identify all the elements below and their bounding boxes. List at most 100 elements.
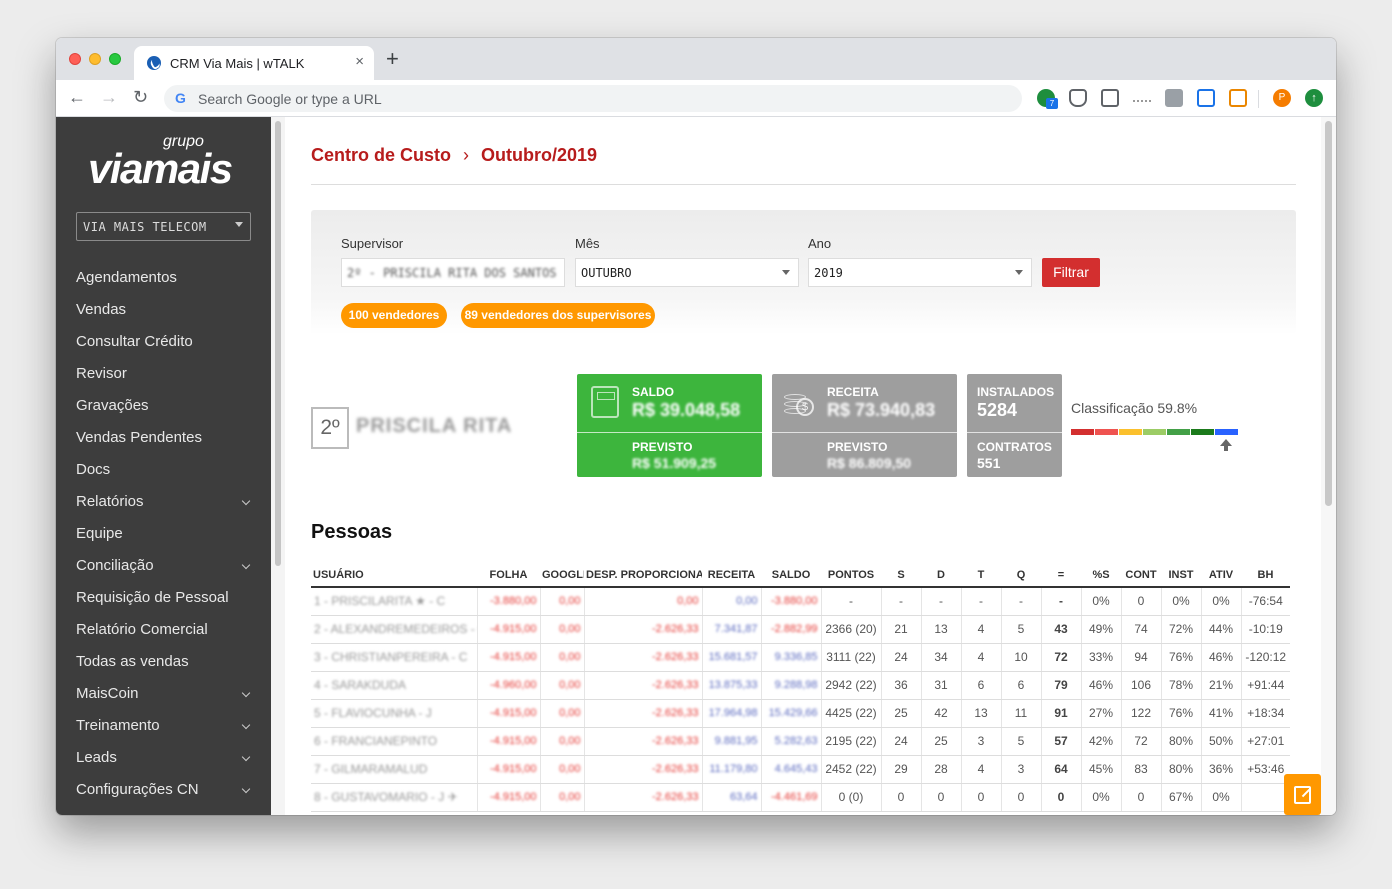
table-row[interactable]: 4 - SARAKDUDA -4.960,00 0,00 -2.626,33 13.87… xyxy=(311,671,1290,700)
sidebar-item-14[interactable]: Treinamento xyxy=(56,710,271,742)
sidebar-item-1[interactable]: Vendas xyxy=(56,294,271,326)
reload-icon[interactable]: ↻ xyxy=(133,87,149,107)
update-arrow-icon[interactable]: ↑ xyxy=(1305,89,1323,107)
sidebar-item-5[interactable]: Vendas Pendentes xyxy=(56,422,271,454)
sidebar-item-label: Treinamento xyxy=(76,717,160,734)
column-header[interactable]: %S xyxy=(1081,563,1121,588)
supervisor-name: PRISCILA RITA xyxy=(356,415,513,437)
cell-ps: 46% xyxy=(1081,671,1122,700)
column-header[interactable]: T xyxy=(961,563,1001,588)
window-close-button[interactable] xyxy=(69,53,81,65)
sidebar-item-6[interactable]: Docs xyxy=(56,454,271,486)
user-name[interactable]: 6 - FRANCIANEPINTO xyxy=(314,734,438,748)
cell-pontos: 2452 (22) xyxy=(821,755,882,784)
sidebar-item-13[interactable]: MaisCoin xyxy=(56,678,271,710)
screenshot-icon[interactable] xyxy=(1101,89,1119,107)
sidebar-item-4[interactable]: Gravações xyxy=(56,390,271,422)
user-name[interactable]: 1 - PRISCILARITA ★ - C xyxy=(314,594,446,609)
extension-badge: 7 xyxy=(1046,98,1058,109)
extension-blue-icon[interactable] xyxy=(1197,89,1215,107)
sidebar-item-3[interactable]: Revisor xyxy=(56,358,271,390)
sidebar-item-2[interactable]: Consultar Crédito xyxy=(56,326,271,358)
table-row[interactable]: 8 - GUSTAVOMARIO - J ✈ -4.915,00 0,00 -2.62… xyxy=(311,783,1290,812)
cell-ativ: 0% xyxy=(1201,587,1242,616)
sidebar-item-0[interactable]: Agendamentos xyxy=(56,262,271,294)
user-name[interactable]: 4 - SARAKDUDA xyxy=(314,678,407,692)
receita-previsto-label: PREVISTO xyxy=(827,440,888,454)
filter-button[interactable]: Filtrar xyxy=(1042,258,1100,287)
cell-d: 31 xyxy=(921,671,962,700)
sidebar-item-12[interactable]: Todas as vendas xyxy=(56,646,271,678)
table-row[interactable]: 1 - PRISCILARITA ★ - C -3.880,00 0,00 0,00 0… xyxy=(311,587,1290,616)
tag-extension-icon[interactable] xyxy=(1133,94,1151,102)
column-header[interactable]: ATIV xyxy=(1201,563,1241,588)
user-name[interactable]: 8 - GUSTAVOMARIO - J ✈ xyxy=(314,790,458,804)
column-header[interactable]: D xyxy=(921,563,961,588)
column-header[interactable]: RECEITA xyxy=(702,563,761,588)
supervisor-input[interactable]: 2º - PRISCILA RITA DOS SANTOS xyxy=(341,258,565,287)
cell-pontos: 2195 (22) xyxy=(821,727,882,756)
profile-avatar[interactable]: P xyxy=(1273,89,1291,107)
column-header[interactable]: SALDO xyxy=(761,563,821,588)
column-header[interactable]: Q xyxy=(1001,563,1041,588)
column-header[interactable]: PONTOS xyxy=(821,563,881,588)
sidebar-item-8[interactable]: Equipe xyxy=(56,518,271,550)
column-header[interactable]: GOOGLE xyxy=(540,563,584,588)
code-extension-icon[interactable] xyxy=(1165,89,1183,107)
classification-segment xyxy=(1071,429,1094,435)
table-row[interactable]: 7 - GILMARAMALUD -4.915,00 0,00 -2.626,33 11… xyxy=(311,755,1290,784)
sidebar-scrollbar[interactable] xyxy=(271,117,285,815)
table-row[interactable]: 6 - FRANCIANEPINTO -4.915,00 0,00 -2.626,33… xyxy=(311,727,1290,756)
cast-extension-icon[interactable] xyxy=(1229,89,1247,107)
column-header[interactable]: S xyxy=(881,563,921,588)
column-header[interactable]: = xyxy=(1041,563,1081,588)
cell-t: 4 xyxy=(961,755,1002,784)
sidebar-item-9[interactable]: Conciliação xyxy=(56,550,271,582)
table-row[interactable]: 3 - CHRISTIANPEREIRA - C -4.915,00 0,00 -2.… xyxy=(311,643,1290,672)
column-header[interactable]: DESP. PROPORCIONAIS xyxy=(584,563,702,588)
table-row[interactable]: 2 - ALEXANDREMEDEIROS - C -4.915,00 0,00 -2… xyxy=(311,615,1290,644)
window-minimize-button[interactable] xyxy=(89,53,101,65)
main-scrollbar[interactable] xyxy=(1321,117,1336,815)
year-select[interactable]: 2019 xyxy=(808,258,1032,287)
column-header[interactable]: INST xyxy=(1161,563,1201,588)
cell-bh: +27:01 xyxy=(1241,727,1290,756)
user-name[interactable]: 5 - FLAVIOCUNHA - J xyxy=(314,706,432,720)
sidebar-item-11[interactable]: Relatório Comercial xyxy=(56,614,271,646)
sidebar-item-15[interactable]: Leads xyxy=(56,742,271,774)
month-select[interactable]: OUTUBRO xyxy=(575,258,799,287)
sidebar-item-7[interactable]: Relatórios xyxy=(56,486,271,518)
column-header[interactable]: CONT xyxy=(1121,563,1161,588)
supervisors-sellers-pill[interactable]: 89 vendedores dos supervisores xyxy=(461,303,655,328)
extension-green-icon[interactable]: 7 xyxy=(1037,89,1058,109)
sidebar-item-10[interactable]: Requisição de Pessoal xyxy=(56,582,271,614)
column-header[interactable]: USUÁRIO xyxy=(311,563,477,588)
cell-t: 6 xyxy=(961,671,1002,700)
sidebar-item-label: Consultar Crédito xyxy=(76,333,193,350)
close-icon[interactable]: × xyxy=(355,53,364,70)
user-name[interactable]: 7 - GILMARAMALUD xyxy=(314,762,428,776)
pocket-icon[interactable] xyxy=(1069,89,1087,107)
user-name[interactable]: 2 - ALEXANDREMEDEIROS - C xyxy=(314,622,477,636)
main-scroll-thumb[interactable] xyxy=(1325,121,1332,506)
company-select[interactable]: VIA MAIS TELECOM xyxy=(76,212,251,241)
sellers-pill[interactable]: 100 vendedores xyxy=(341,303,447,328)
breadcrumb-root[interactable]: Centro de Custo xyxy=(311,145,452,165)
browser-tab[interactable]: CRM Via Mais | wTALK × xyxy=(134,46,374,80)
user-name[interactable]: 3 - CHRISTIANPEREIRA - C xyxy=(314,650,468,664)
new-tab-button[interactable]: + xyxy=(386,46,399,71)
window-maximize-button[interactable] xyxy=(109,53,121,65)
cell-receita: 15.681,57 xyxy=(702,643,762,672)
sidebar-scroll-thumb[interactable] xyxy=(275,121,281,566)
forward-arrow-icon[interactable]: → xyxy=(100,87,118,107)
table-row[interactable]: 5 - FLAVIOCUNHA - J -4.915,00 0,00 -2.626,3… xyxy=(311,699,1290,728)
sidebar-item-16[interactable]: Configurações CN xyxy=(56,774,271,806)
cell-cont: 72 xyxy=(1121,727,1162,756)
address-bar[interactable]: G Search Google or type a URL xyxy=(164,85,1022,112)
column-header[interactable]: BH xyxy=(1241,563,1290,588)
back-arrow-icon[interactable]: ← xyxy=(68,87,86,107)
cell-bh: -76:54 xyxy=(1241,587,1290,616)
address-input[interactable]: Search Google or type a URL xyxy=(198,91,382,107)
notes-fab-button[interactable] xyxy=(1284,774,1321,815)
column-header[interactable]: FOLHA xyxy=(477,563,540,588)
